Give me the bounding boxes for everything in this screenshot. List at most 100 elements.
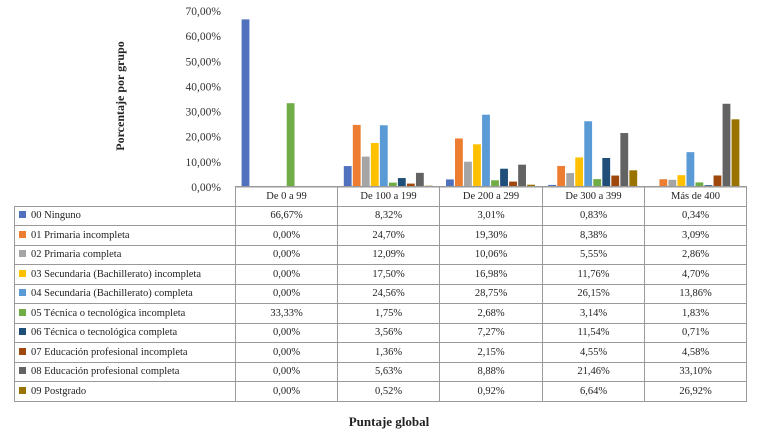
- legend-swatch: [19, 289, 26, 297]
- bar: [722, 103, 731, 187]
- data-label: 5,55%: [542, 244, 645, 265]
- y-axis: 70,00% 60,00% 50,00% 40,00% 30,00% 20,00% 10,0…: [186, 6, 222, 194]
- table-row: 03 Secundaria (Bachillerato) incompleta 0…: [14, 264, 747, 285]
- bar: [509, 181, 517, 187]
- data-label: 8,32%: [337, 205, 440, 226]
- bar: [620, 133, 629, 187]
- data-label: 8,88%: [439, 361, 543, 382]
- data-label: 7,27%: [439, 322, 543, 343]
- bar: [584, 121, 593, 187]
- bar: [455, 138, 463, 187]
- category-header: De 200 a 299: [439, 186, 543, 207]
- data-label: 24,70%: [337, 225, 440, 246]
- table-row: 02 Primaria completa 0,00% 12,09% 10,06% 5,5…: [14, 244, 747, 265]
- data-label: 10,06%: [439, 244, 543, 265]
- data-label: 0,00%: [235, 264, 338, 285]
- data-label: 19,30%: [439, 225, 543, 246]
- data-label: 17,50%: [337, 264, 440, 285]
- legend-label: 05 Técnica o tecnológica incompleta: [31, 307, 186, 319]
- bar: [491, 180, 499, 187]
- legend-label: 00 Ninguno: [31, 210, 81, 222]
- bar: [668, 179, 677, 187]
- bar: [415, 172, 424, 187]
- legend-label: 08 Educación profesional completa: [31, 366, 180, 378]
- data-label: 28,75%: [439, 283, 543, 304]
- bar: [397, 178, 406, 187]
- bar: [659, 179, 668, 187]
- data-label: 3,09%: [644, 225, 747, 246]
- data-label: 66,67%: [235, 205, 338, 226]
- legend-swatch: [19, 250, 26, 258]
- legend-label: 04 Secundaria (Bachillerato) completa: [31, 288, 193, 300]
- bar: [611, 175, 620, 187]
- data-label: 0,00%: [235, 322, 338, 343]
- legend-swatch: [19, 211, 26, 219]
- legend-entry: 03 Secundaria (Bachillerato) incompleta: [14, 264, 236, 285]
- bar: [343, 166, 352, 187]
- data-label: 13,86%: [644, 283, 747, 304]
- legend-entry: 09 Postgrado: [14, 381, 236, 402]
- data-label: 1,75%: [337, 303, 440, 324]
- bar: [388, 182, 397, 187]
- legend-label: 07 Educación profesional incompleta: [31, 346, 188, 358]
- data-label: 3,01%: [439, 205, 543, 226]
- data-label: 0,00%: [235, 361, 338, 382]
- legend-entry: 02 Primaria completa: [14, 244, 236, 265]
- table-row: 04 Secundaria (Bachillerato) completa 0,0…: [14, 283, 747, 304]
- y-tick-label: 70,00%: [186, 6, 222, 18]
- bar: [602, 157, 611, 187]
- bar: [286, 103, 295, 187]
- legend-label: 02 Primaria completa: [31, 249, 122, 261]
- data-label: 24,56%: [337, 283, 440, 304]
- legend-swatch: [19, 308, 26, 316]
- bar-chart: 70,00% 60,00% 50,00% 40,00% 30,00% 20,00% 10,0…: [113, 6, 746, 194]
- table-row: 08 Educación profesional completa 0,00% 5,…: [14, 361, 747, 382]
- bar: [446, 179, 454, 187]
- legend-entry: 04 Secundaria (Bachillerato) completa: [14, 283, 236, 304]
- category-header: De 0 a 99: [235, 186, 338, 207]
- bar: [473, 144, 481, 187]
- legend-swatch: [19, 230, 26, 238]
- data-label: 2,15%: [439, 342, 543, 363]
- category-header: De 300 a 399: [542, 186, 645, 207]
- y-axis-title: Porcentaje por grupo: [113, 41, 127, 151]
- bar: [677, 175, 686, 187]
- data-label: 1,36%: [337, 342, 440, 363]
- data-label: 0,52%: [337, 381, 440, 402]
- data-label: 4,58%: [644, 342, 747, 363]
- legend-label: 01 Primaria incompleta: [31, 229, 130, 241]
- data-label: 33,10%: [644, 361, 747, 382]
- bar: [406, 183, 415, 187]
- bar: [713, 175, 722, 187]
- legend-entry: 06 Técnica o tecnológica completa: [14, 322, 236, 343]
- data-label: 0,00%: [235, 381, 338, 402]
- data-label: 33,33%: [235, 303, 338, 324]
- bar: [370, 143, 379, 187]
- y-tick-label: 40,00%: [186, 81, 222, 93]
- x-axis-title: Puntaje global: [348, 414, 430, 429]
- table-row: 06 Técnica o tecnológica completa 0,00% 3,…: [14, 322, 747, 343]
- table-corner: [14, 186, 236, 206]
- data-table: De 0 a 99 De 100 a 199 De 200 a 299 De 3…: [14, 186, 747, 402]
- legend-label: 03 Secundaria (Bachillerato) incompleta: [31, 268, 201, 280]
- y-tick-label: 60,00%: [186, 31, 222, 43]
- bar: [518, 164, 526, 187]
- data-label: 0,92%: [439, 381, 543, 402]
- data-label: 0,00%: [235, 342, 338, 363]
- table-row: 00 Ninguno 66,67% 8,32% 3,01% 0,83% 0,34%: [14, 205, 747, 226]
- data-label: 0,83%: [542, 205, 645, 226]
- legend-entry: 05 Técnica o tecnológica incompleta: [14, 303, 236, 324]
- data-label: 2,86%: [644, 244, 747, 265]
- table-header-row: De 0 a 99 De 100 a 199 De 200 a 299 De 3…: [14, 186, 747, 207]
- bar: [464, 161, 472, 187]
- bar: [557, 165, 566, 187]
- bar: [686, 152, 695, 187]
- legend-label: 06 Técnica o tecnológica completa: [31, 327, 178, 339]
- bar: [548, 184, 557, 187]
- data-label: 3,56%: [337, 322, 440, 343]
- legend-label: 09 Postgrado: [31, 385, 87, 397]
- bar: [482, 114, 490, 187]
- data-label: 4,55%: [542, 342, 645, 363]
- legend-entry: 08 Educación profesional completa: [14, 361, 236, 382]
- data-label: 0,00%: [235, 283, 338, 304]
